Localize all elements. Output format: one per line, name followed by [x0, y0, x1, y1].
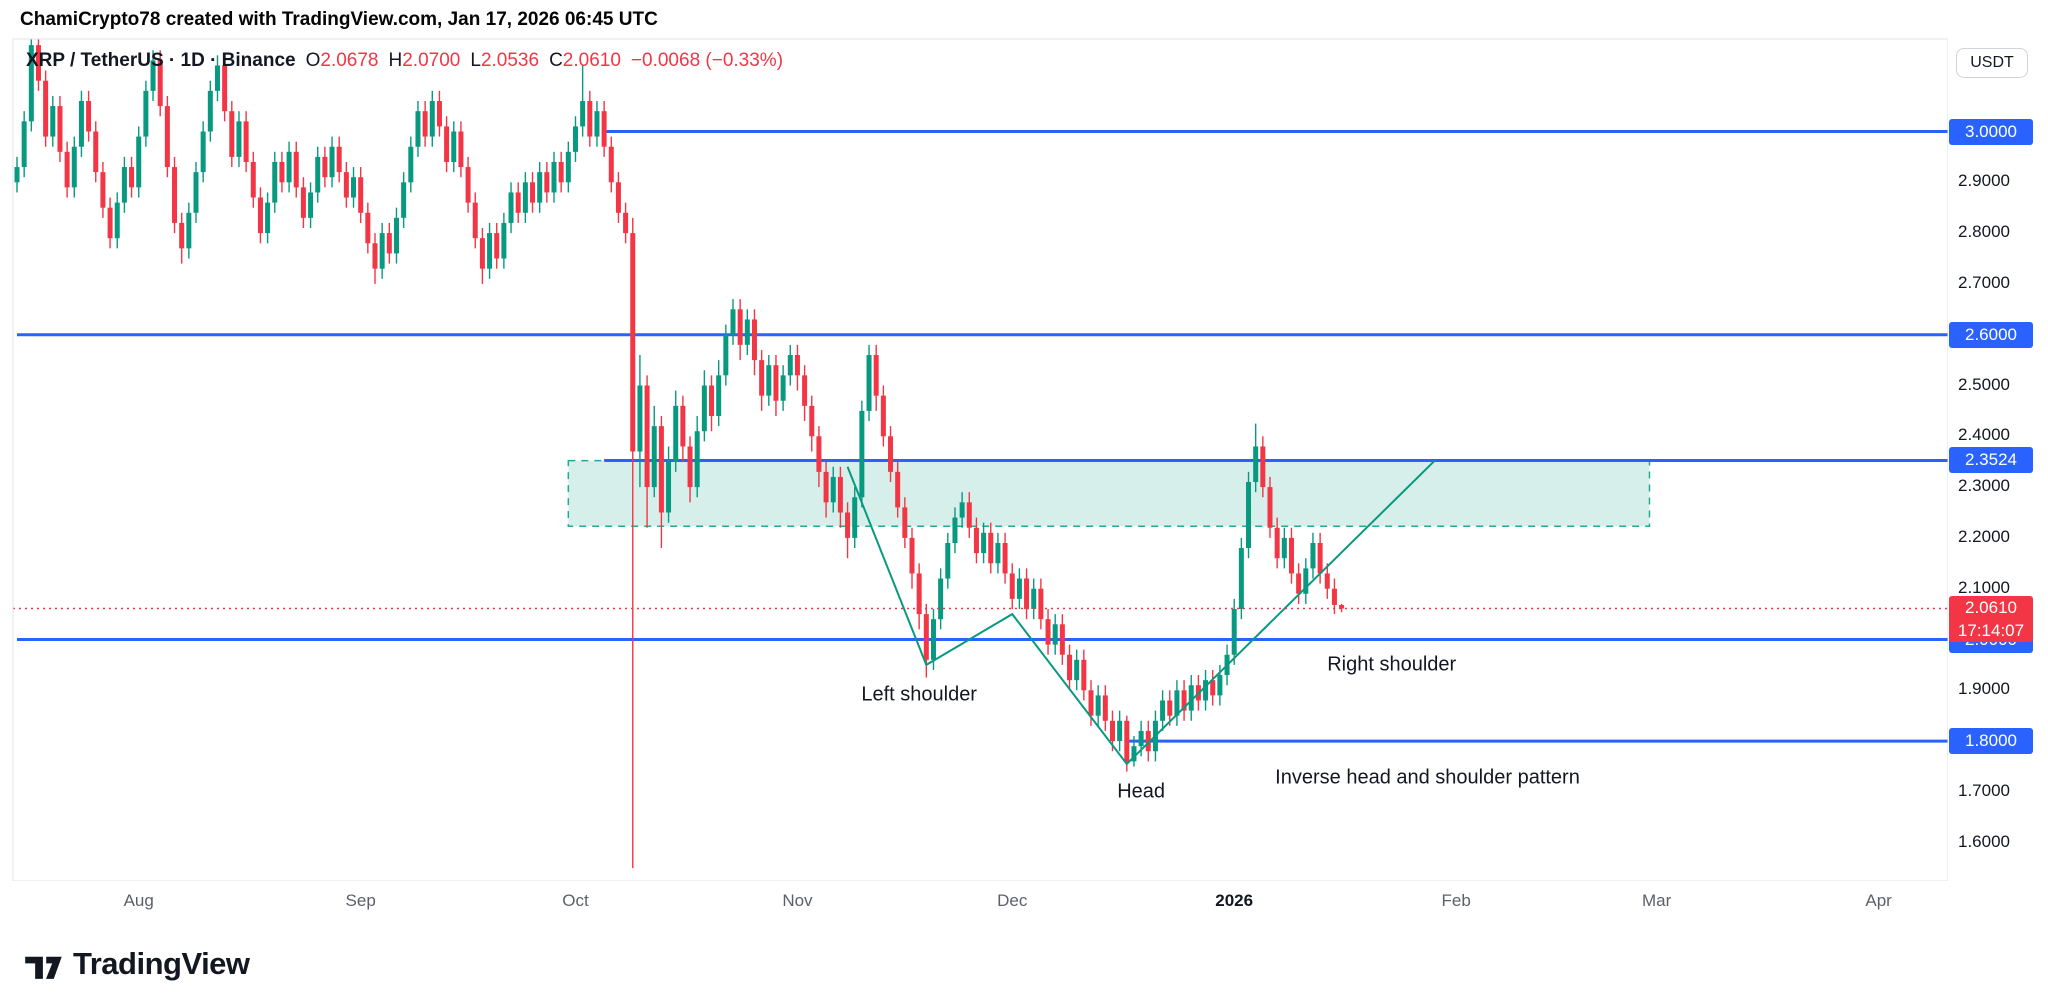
- price-tick-2.8000: 2.8000: [1958, 222, 2010, 242]
- annotation-right-shoulder[interactable]: Right shoulder: [1327, 653, 1457, 676]
- last-price-badge: 2.0610 17:14:07: [1949, 595, 2033, 642]
- time-tick-Sep: Sep: [345, 891, 376, 910]
- chart-legend: XRP / TetherUS · 1D · Binance O2.0678 H2…: [26, 50, 783, 72]
- price-tick-1.9000: 1.9000: [1958, 679, 2010, 699]
- price-level-badge-1.8000: 1.8000: [1949, 728, 2033, 755]
- price-tick-2.4000: 2.4000: [1958, 425, 2010, 445]
- currency-toggle-button[interactable]: USDT: [1956, 48, 2028, 78]
- supply-zone-rectangle[interactable]: [567, 459, 1651, 527]
- price-change: −0.0068 (−0.33%): [630, 50, 784, 71]
- time-tick-Feb: Feb: [1441, 891, 1471, 910]
- time-tick-Nov: Nov: [782, 891, 813, 910]
- tradingview-logo-text: TradingView: [73, 946, 250, 981]
- annotation-inverse-head-and-shoulder-pattern[interactable]: Inverse head and shoulder pattern: [1275, 766, 1580, 789]
- time-axis[interactable]: Aug Sep Oct Nov Dec 2026 Feb Mar Apr: [0, 881, 2035, 921]
- annotation-head[interactable]: Head: [1117, 780, 1166, 803]
- time-tick-Oct: Oct: [562, 891, 589, 910]
- tradingview-branding[interactable]: TradingView: [24, 946, 250, 982]
- time-tick-2026: 2026: [1215, 891, 1254, 910]
- header-credit: ChamiCrypto78 created with TradingView.c…: [20, 9, 658, 30]
- tradingview-logo-icon: [25, 956, 62, 979]
- price-tick-1.6000: 1.6000: [1958, 831, 2010, 851]
- symbol-title[interactable]: XRP / TetherUS · 1D · Binance: [26, 50, 296, 71]
- ohlc-close: C2.0610: [549, 50, 621, 71]
- head-shoulders-pattern-line[interactable]: [846, 459, 1436, 766]
- ohlc-open: O2.0678: [305, 50, 379, 71]
- price-tick-2.2000: 2.2000: [1958, 526, 2010, 546]
- plot-layer: [13, 39, 1948, 869]
- price-level-badge-3.0000: 3.0000: [1949, 118, 2033, 145]
- price-tick-2.5000: 2.5000: [1958, 374, 2010, 394]
- time-tick-Dec: Dec: [997, 891, 1028, 910]
- price-level-badge-2.3524: 2.3524: [1949, 447, 2033, 474]
- time-tick-Mar: Mar: [1641, 891, 1672, 910]
- price-level-badge-2.6000: 2.6000: [1949, 321, 2033, 348]
- time-tick-Aug: Aug: [123, 891, 154, 910]
- last-price-value: 2.0610: [1965, 597, 2017, 617]
- ohlc-high: H2.0700: [388, 50, 461, 71]
- price-tick-1.7000: 1.7000: [1958, 780, 2010, 800]
- price-tick-2.7000: 2.7000: [1958, 272, 2010, 292]
- price-tick-2.9000: 2.9000: [1958, 171, 2010, 191]
- ohlc-low: L2.0536: [470, 50, 540, 71]
- time-tick-Apr: Apr: [1865, 891, 1892, 910]
- bar-countdown: 17:14:07: [1957, 620, 2025, 640]
- candles-layer: [14, 39, 1345, 869]
- price-axis[interactable]: 2.9000 2.8000 2.7000 2.5000 2.4000 2.3000 2.20…: [1948, 0, 2048, 881]
- price-tick-2.1000: 2.1000: [1958, 577, 2010, 597]
- annotation-left-shoulder[interactable]: Left shoulder: [861, 683, 977, 706]
- price-tick-2.3000: 2.3000: [1958, 476, 2010, 496]
